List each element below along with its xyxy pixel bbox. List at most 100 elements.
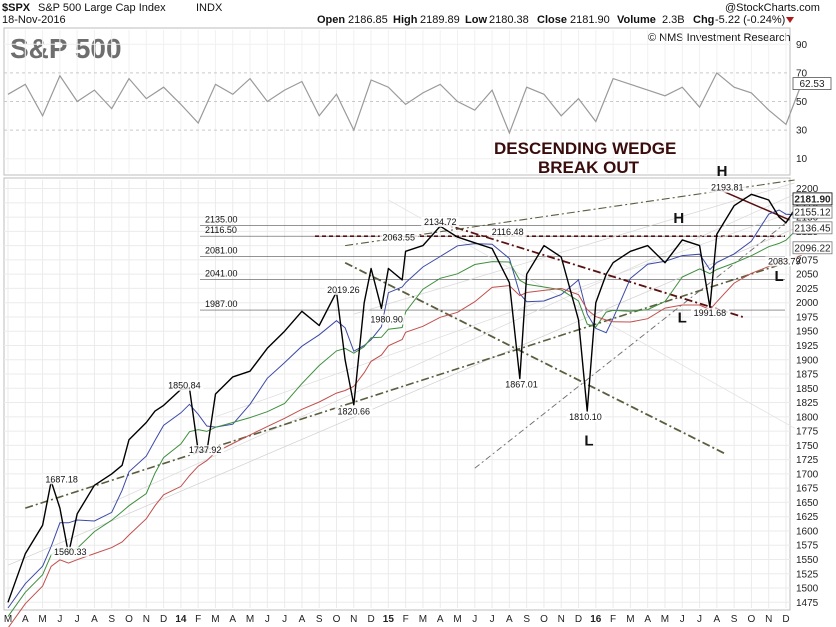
volume-value: 2.3B bbox=[662, 14, 685, 26]
price-label: 1867.01 bbox=[505, 380, 538, 390]
date-label: 18-Nov-2016 bbox=[2, 14, 66, 26]
pattern-letter: L bbox=[584, 432, 593, 449]
pattern-letter: L bbox=[678, 310, 687, 327]
rsi-line bbox=[7, 71, 803, 135]
light-trendline bbox=[7, 228, 795, 566]
price-label: 1991.68 bbox=[694, 308, 727, 318]
y-tick-label: 1850 bbox=[796, 384, 819, 395]
y-tick-label: 1925 bbox=[796, 341, 819, 352]
price-label: 2193.81 bbox=[711, 183, 744, 193]
rsi-series: 62.53 bbox=[7, 71, 832, 135]
value-tag-label: 2096.22 bbox=[794, 243, 831, 254]
price-label: 2063.55 bbox=[382, 232, 415, 242]
x-tick-label: O bbox=[333, 614, 341, 625]
price-label: 2116.48 bbox=[492, 227, 524, 237]
x-tick-label: 16 bbox=[590, 614, 602, 625]
moving-average-long bbox=[8, 255, 802, 627]
value-tag-label: 2181.90 bbox=[794, 194, 831, 205]
x-tick-label: S bbox=[523, 614, 530, 625]
x-tick-label: O bbox=[125, 614, 133, 625]
rsi-last-tag bbox=[792, 77, 832, 90]
x-tick-label: J bbox=[490, 614, 495, 625]
y-tick-label: 1725 bbox=[796, 455, 819, 466]
price-label: 2134.72 bbox=[424, 217, 457, 227]
high-value: 2189.89 bbox=[420, 14, 460, 26]
value-tag bbox=[792, 241, 833, 255]
price-series bbox=[7, 193, 803, 627]
light-trendline bbox=[388, 199, 795, 429]
x-tick-label: A bbox=[91, 614, 98, 625]
trendlines bbox=[7, 179, 795, 566]
level-line-label: 2041.00 bbox=[205, 268, 238, 278]
pattern-letter: L bbox=[774, 268, 783, 285]
x-tick-label: 14 bbox=[175, 614, 187, 625]
x-tick-label: S bbox=[731, 614, 738, 625]
light-trendline bbox=[353, 182, 795, 315]
price-label-bg bbox=[421, 216, 460, 227]
pattern-letter: H bbox=[673, 210, 684, 227]
price-label-bg bbox=[502, 379, 541, 390]
rsi-tick-label: 30 bbox=[796, 126, 808, 137]
price-labels: 1687.18 1560.33 1850.84 1737.92 1820.66 2019.… bbox=[42, 163, 804, 557]
y-tick-label: 1600 bbox=[796, 526, 819, 537]
x-tick-label: M bbox=[246, 614, 254, 625]
support-trendline bbox=[25, 264, 778, 509]
y-tick-label: 2000 bbox=[796, 298, 819, 309]
moving-average-short bbox=[7, 209, 802, 609]
wedge-lower-line bbox=[344, 261, 726, 455]
price-label-bg bbox=[42, 474, 81, 485]
x-tick-label: A bbox=[229, 614, 236, 625]
x-tick-label: N bbox=[143, 614, 150, 625]
x-tick-label: S bbox=[316, 614, 323, 625]
price-label: 1687.18 bbox=[45, 474, 78, 484]
value-tag-label: 2155.12 bbox=[794, 208, 831, 219]
x-tick-label: M bbox=[4, 614, 12, 625]
x-tick-label: A bbox=[22, 614, 29, 625]
x-tick-label: F bbox=[403, 614, 409, 625]
axis-layer: M A M J J A S O N D 14 F M A M J J A S O N D 15 F M A M J J A S O N D 16 F M… bbox=[4, 40, 833, 625]
y-tick-label: 1475 bbox=[796, 598, 819, 609]
y-tick-label: 1700 bbox=[796, 469, 819, 480]
open-label: Open bbox=[317, 14, 345, 26]
x-tick-label: O bbox=[540, 614, 548, 625]
x-tick-label: J bbox=[57, 614, 62, 625]
y-tick-label: 1675 bbox=[796, 484, 819, 495]
y-tick-label: 1775 bbox=[796, 427, 819, 438]
x-tick-label: N bbox=[558, 614, 565, 625]
pattern-letter: H bbox=[717, 163, 728, 180]
symbol-label: $SPX bbox=[2, 2, 31, 14]
open-value: 2186.85 bbox=[348, 14, 388, 26]
x-tick-label: J bbox=[282, 614, 287, 625]
price-label: 1850.84 bbox=[168, 381, 201, 391]
y-tick-label: 1900 bbox=[796, 355, 819, 366]
watermark-label: @StockCharts.com bbox=[725, 2, 820, 14]
y-tick-label: 1550 bbox=[796, 555, 819, 566]
x-tick-label: A bbox=[714, 614, 721, 625]
x-tick-label: N bbox=[350, 614, 357, 625]
x-tick-label: J bbox=[680, 614, 685, 625]
price-label: 2083.79 bbox=[768, 256, 801, 266]
y-tick-label: 1500 bbox=[796, 584, 819, 595]
price-label-bg bbox=[690, 308, 729, 319]
x-tick-label: F bbox=[610, 614, 616, 625]
level-line-label: 2135.00 bbox=[205, 215, 238, 225]
index-name: S&P 500 Large Cap Index bbox=[38, 2, 166, 14]
light-trendline bbox=[111, 193, 795, 503]
big-title: S&P 500 bbox=[10, 33, 122, 64]
value-tag-label: 2136.45 bbox=[794, 223, 831, 234]
price-label-bg bbox=[708, 182, 747, 193]
rsi-tick-label: 10 bbox=[796, 154, 808, 165]
close-value: 2181.90 bbox=[570, 14, 610, 26]
annotation-breakout: BREAK OUT bbox=[538, 158, 640, 177]
x-tick-label: 15 bbox=[383, 614, 395, 625]
rsi-last-value: 62.53 bbox=[799, 79, 824, 90]
rsi-tick-label: 70 bbox=[796, 68, 808, 79]
chg-label: Chg bbox=[693, 14, 714, 26]
x-tick-label: A bbox=[506, 614, 513, 625]
close-label: Close bbox=[537, 14, 567, 26]
y-tick-label: 1800 bbox=[796, 412, 819, 423]
x-tick-label: J bbox=[472, 614, 477, 625]
credit-label: © NMS Investment Research bbox=[648, 32, 791, 44]
price-label-bg bbox=[566, 412, 605, 423]
value-tag bbox=[792, 205, 833, 219]
